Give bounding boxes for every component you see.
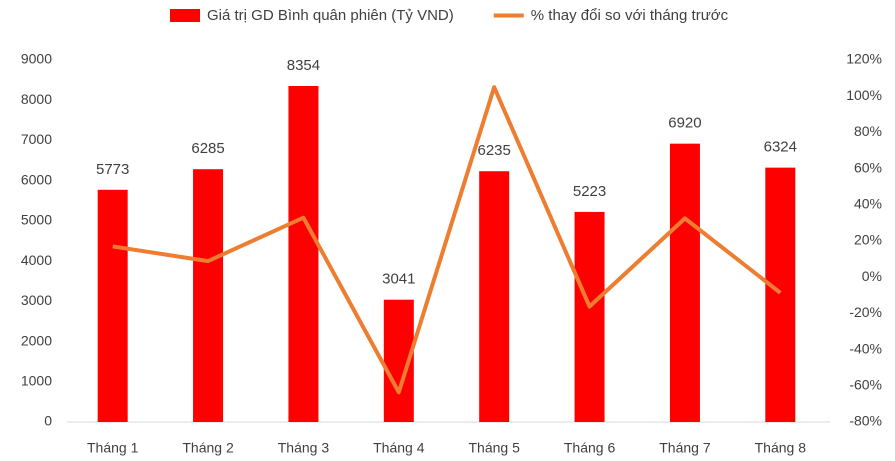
y-tick-label: 4000	[21, 252, 52, 268]
y-tick-label: 8000	[21, 91, 52, 107]
y2-tick-label: 0%	[862, 268, 882, 284]
x-tick-label: Tháng 8	[755, 440, 807, 456]
y-tick-label: 6000	[21, 171, 52, 187]
legend-swatch	[170, 9, 200, 22]
y-tick-label: 1000	[21, 372, 52, 388]
bar	[669, 143, 700, 422]
y-tick-label: 3000	[21, 292, 52, 308]
y2-tick-label: 100%	[846, 87, 882, 103]
data-label: 5223	[573, 183, 606, 200]
y-tick-label: 2000	[21, 332, 52, 348]
x-tick-label: Tháng 5	[469, 440, 521, 456]
y-tick-label: 7000	[21, 131, 52, 147]
data-label: 3041	[382, 271, 415, 288]
x-tick-label: Tháng 6	[564, 440, 616, 456]
data-label: 5773	[96, 161, 129, 178]
line	[112, 85, 782, 395]
legend-label: % thay đổi so với tháng trước	[531, 7, 729, 24]
y2-tick-label: -40%	[849, 340, 882, 356]
x-tick-label: Tháng 1	[87, 440, 139, 456]
legend-label: Giá trị GD Bình quân phiên (Tỷ VND)	[207, 7, 454, 24]
y-tick-label: 9000	[21, 51, 52, 67]
y2-tick-label: 120%	[846, 51, 882, 67]
data-label: 6285	[191, 140, 224, 157]
y2-tick-label: -20%	[849, 304, 882, 320]
data-label: 6920	[668, 115, 701, 132]
bar	[193, 169, 224, 422]
x-tick-label: Tháng 2	[182, 440, 234, 456]
bar	[765, 167, 796, 422]
bar	[288, 85, 319, 423]
x-tick-label: Tháng 4	[373, 440, 425, 456]
y2-tick-label: 40%	[854, 196, 882, 212]
bar	[97, 189, 128, 422]
y-tick-label: 0	[44, 413, 52, 429]
x-tick-label: Tháng 7	[659, 440, 711, 456]
y2-tick-label: 80%	[854, 123, 882, 139]
y-tick-label: 5000	[21, 212, 52, 228]
y2-tick-label: 60%	[854, 159, 882, 175]
y2-tick-label: 20%	[854, 232, 882, 248]
bar	[479, 171, 510, 422]
data-label: 8354	[287, 57, 320, 74]
data-label: 6324	[764, 139, 797, 156]
y2-tick-label: -60%	[849, 377, 882, 393]
y2-tick-label: -80%	[849, 413, 882, 429]
data-label: 6235	[478, 142, 511, 159]
bar	[574, 211, 605, 422]
x-tick-label: Tháng 3	[278, 440, 330, 456]
